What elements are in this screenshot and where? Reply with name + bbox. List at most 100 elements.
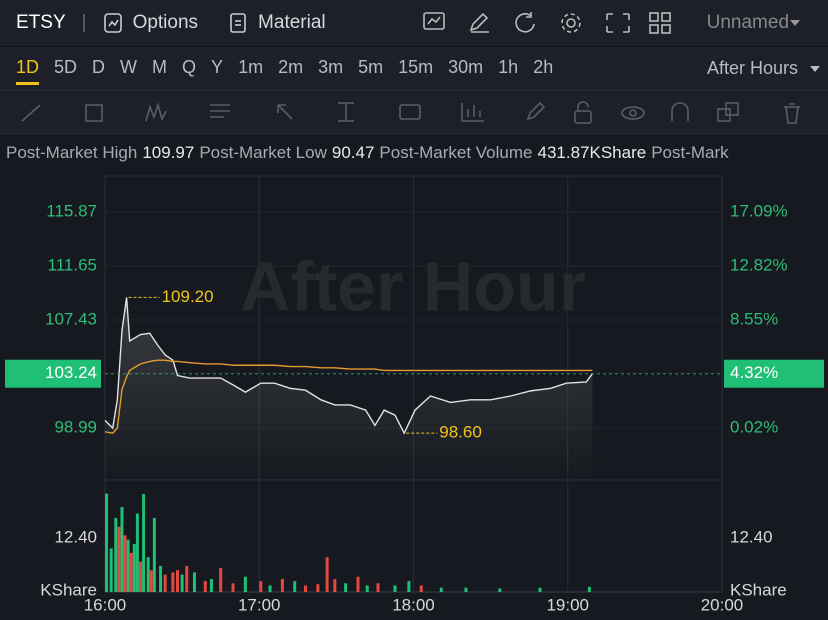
stat-value: 431.87KShare xyxy=(537,143,647,162)
timeframe-tab[interactable]: 15m xyxy=(398,56,434,77)
volume-bar xyxy=(129,552,133,592)
volume-bar xyxy=(126,539,130,592)
last-change-box xyxy=(724,359,824,388)
volume-bar xyxy=(344,583,348,592)
timeframe-list: 1D 5D D W M Q Y 1m 2m 3m 5m 15m 30m 1h 2h xyxy=(16,53,568,85)
volume-bar xyxy=(439,587,443,592)
post-market-stats: Post-Market High 109.97 Post-Market Low 90.… xyxy=(6,143,828,163)
last-price-label: 103.24 xyxy=(45,363,97,382)
timeframe-tab[interactable]: Q xyxy=(182,56,197,77)
volume-bar xyxy=(142,494,146,592)
layout-name[interactable]: Unnamed xyxy=(706,12,790,33)
y2-tick-label: 0.02% xyxy=(730,418,778,437)
stat-value: 90.47 xyxy=(331,143,375,162)
stat-label: Post-Mark xyxy=(651,143,729,162)
volume-bar xyxy=(171,572,175,592)
volume-bar xyxy=(192,572,196,592)
volume-bar xyxy=(146,557,150,592)
y-tick-label: 115.87 xyxy=(46,201,97,220)
volume-bar xyxy=(149,570,153,592)
volume-bar xyxy=(180,574,184,592)
volume-bar xyxy=(376,583,380,592)
volume-bar xyxy=(163,574,167,592)
volume-bar xyxy=(293,581,297,592)
volume-bar xyxy=(105,493,109,592)
timeframe-tab[interactable]: M xyxy=(152,56,168,77)
volume-bar xyxy=(135,513,139,592)
options-button[interactable]: Options xyxy=(132,12,199,33)
volume-bar xyxy=(231,583,235,592)
volume-bar xyxy=(152,517,156,592)
x-tick-label: 20:00 xyxy=(701,595,744,614)
volume-bar xyxy=(203,581,207,592)
stat-label: Post-Market Low xyxy=(199,143,327,162)
y-tick-label: 111.65 xyxy=(48,256,97,275)
volume-bar xyxy=(175,570,179,592)
volume-bar xyxy=(109,548,113,592)
volume-bar xyxy=(209,578,213,592)
volume-bar xyxy=(123,535,127,592)
timeframe-tab[interactable]: 2h xyxy=(533,56,554,77)
volume-unit: KShare xyxy=(40,580,97,599)
volume-bar xyxy=(280,578,284,592)
series-line xyxy=(104,297,593,435)
volume-bar xyxy=(159,565,163,592)
timeframe-tab[interactable]: 1m xyxy=(238,56,264,77)
timeframe-tab[interactable]: 5m xyxy=(358,56,384,77)
annotation-label: 98.60 xyxy=(439,423,482,442)
drawing-tool-icons[interactable] xyxy=(0,91,828,133)
material-button[interactable]: Material xyxy=(258,12,326,33)
y2-tick-label: 17.09% xyxy=(730,201,788,220)
x-tick-label: 18:00 xyxy=(392,595,435,614)
timeframe-tab[interactable]: D xyxy=(92,56,106,77)
dropdown-arrow[interactable] xyxy=(789,18,801,28)
toolbar-icons[interactable] xyxy=(421,8,691,38)
volume-bar xyxy=(138,561,142,592)
volume-bar xyxy=(356,576,360,592)
volume-bar xyxy=(325,557,329,592)
volume-bar xyxy=(243,576,247,592)
timeframe-tab[interactable]: 3m xyxy=(318,56,344,77)
dropdown-arrow[interactable] xyxy=(798,63,828,75)
x-tick-label: 16:00 xyxy=(84,595,127,614)
timeframe-tab[interactable]: 30m xyxy=(448,56,484,77)
annotation-label: 109.20 xyxy=(162,287,214,306)
stat-value: 109.97 xyxy=(142,143,195,162)
volume-unit: KShare xyxy=(730,580,787,599)
session-select[interactable]: After Hours xyxy=(706,58,798,78)
y-tick-label: 107.43 xyxy=(45,310,97,329)
y2-tick-label: 8.55% xyxy=(730,310,778,329)
volume-bar xyxy=(259,581,263,592)
volume-bar xyxy=(419,585,423,592)
last-change-label: 4.32% xyxy=(730,363,778,382)
volume-bar xyxy=(132,544,136,592)
volume-bar xyxy=(117,526,121,592)
options-icon[interactable] xyxy=(103,12,125,34)
volume-bar xyxy=(587,586,591,592)
series-line xyxy=(104,359,593,434)
timeframe-tab[interactable]: Y xyxy=(211,56,224,77)
volume-tick-label: 12.40 xyxy=(54,527,97,546)
timeframe-tab[interactable]: 1D xyxy=(16,53,40,85)
stat-label: Post-Market High xyxy=(6,143,138,162)
volume-bar xyxy=(185,565,189,592)
volume-bar xyxy=(268,585,272,592)
volume-bar xyxy=(538,587,542,592)
symbol[interactable]: ETSY xyxy=(16,12,66,33)
timeframe-tab[interactable]: 1h xyxy=(498,56,519,77)
volume-bar xyxy=(498,588,502,592)
volume-bar xyxy=(393,585,397,592)
y2-tick-label: 12.82% xyxy=(730,255,788,274)
timeframe-tab[interactable]: 2m xyxy=(278,56,304,77)
top-bar: ETSY | Options Material Unnamed xyxy=(0,0,828,47)
volume-bar xyxy=(333,578,337,592)
timeframe-tab[interactable]: W xyxy=(120,56,138,77)
x-tick-label: 17:00 xyxy=(238,595,281,614)
volume-bar xyxy=(120,507,124,592)
stat-label: Post-Market Volume xyxy=(379,143,533,162)
material-icon[interactable] xyxy=(228,12,250,34)
y-tick-label: 98.99 xyxy=(54,418,97,437)
timeframe-tab[interactable]: 5D xyxy=(54,56,78,77)
